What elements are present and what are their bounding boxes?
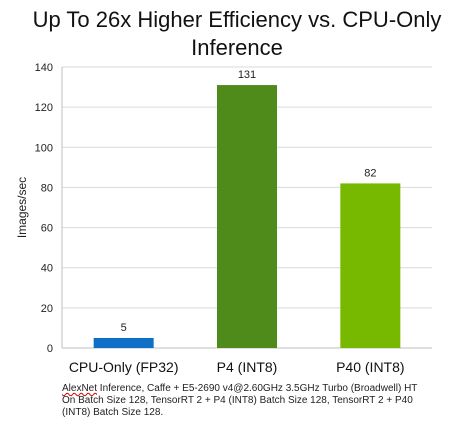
data-label: 131 (238, 69, 256, 81)
footnote-line-2: On Batch Size 128, TensorRT 2 + P4 (INT8… (62, 395, 413, 406)
chart-title: Up To 26x Higher Efficiency vs. CPU-Only… (0, 6, 474, 62)
y-tick-label: 120 (35, 102, 53, 114)
y-tick-label: 20 (41, 303, 53, 315)
bar (217, 85, 277, 349)
bars (93, 85, 401, 349)
chart-title-line-1: Up To 26x Higher Efficiency vs. CPU-Only (32, 7, 442, 32)
footnote-line-3: (INT8) Batch Size 128. (62, 407, 164, 418)
footnote-line-1-rest: Inference, Caffe + E5-2690 v4@2.60GHz 3.… (97, 383, 418, 394)
data-label: 82 (364, 167, 376, 179)
y-tick-label: 60 (41, 223, 53, 235)
footnote-alexnet-word: AlexNet (62, 383, 98, 394)
y-tick-label: 40 (41, 263, 53, 275)
y-tick-label: 80 (41, 182, 53, 194)
y-axis-title: Images/sec (15, 177, 29, 238)
chart-title-line-2: Inference (191, 35, 283, 60)
bar (93, 337, 154, 348)
bar-chart: 0 20 40 60 80 100 120 140 Images/sec 5 CPU-Only (F… (15, 62, 432, 375)
x-category-label: P40 (INT8) (336, 359, 404, 375)
y-tick-label: 100 (35, 142, 53, 154)
bar (340, 183, 401, 348)
y-tick-label: 0 (47, 343, 53, 355)
footnote: AlexNet Inference, Caffe + E5-2690 v4@2.… (62, 383, 467, 419)
footnote-line-1: AlexNet Inference, Caffe + E5-2690 v4@2.… (62, 383, 467, 395)
x-category-label: CPU-Only (FP32) (69, 359, 179, 375)
labels: 0 20 40 60 80 100 120 140 Images/sec 5 CPU-Only (F… (15, 62, 405, 375)
y-tick-label: 140 (35, 62, 53, 74)
data-label: 5 (121, 322, 127, 334)
x-category-label: P4 (INT8) (217, 359, 278, 375)
